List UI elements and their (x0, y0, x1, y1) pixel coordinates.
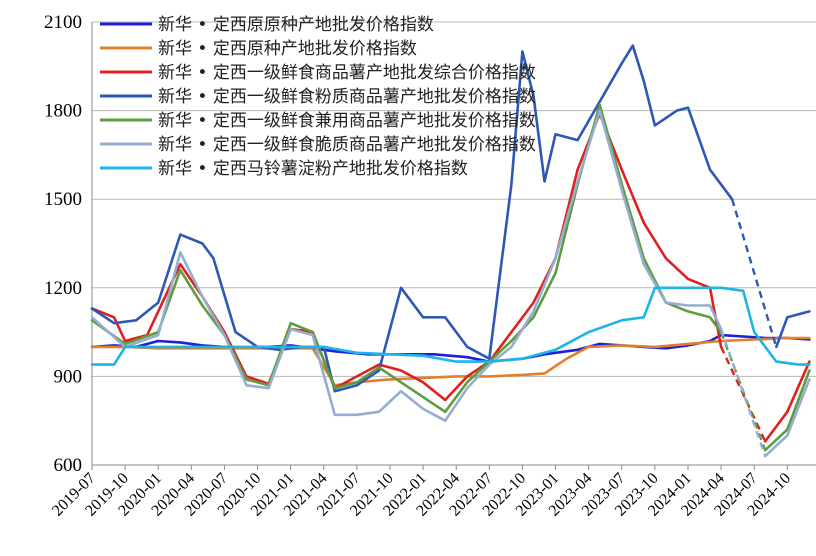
y-tick-label: 600 (54, 455, 83, 476)
legend-item-7: 新华 • 定西马铃薯淀粉产地批发价格指数 (100, 159, 468, 179)
legend-label: 新华 • 定西马铃薯淀粉产地批发价格指数 (158, 159, 468, 179)
legend-item-4: 新华 • 定西一级鲜食粉质商品薯产地批发价格指数 (100, 87, 536, 107)
series-6 (90, 109, 811, 458)
series-line (90, 44, 811, 393)
series-7 (90, 286, 811, 366)
series-line (90, 286, 811, 366)
series-4 (90, 44, 811, 393)
legend-item-1: 新华 • 定西原原种产地批发价格指数 (100, 15, 434, 35)
x-axis-ticks: 2019-072019-102020-012020-042020-072020-… (49, 465, 794, 520)
legend-label: 新华 • 定西一级鲜食兼用商品薯产地批发价格指数 (158, 111, 536, 131)
series-line (90, 336, 811, 387)
axes (91, 22, 816, 466)
series-gap-segment (730, 198, 778, 348)
legend-label: 新华 • 定西原原种产地批发价格指数 (158, 15, 434, 35)
legend-label: 新华 • 定西一级鲜食商品薯产地批发综合价格指数 (158, 63, 536, 83)
legend-label: 新华 • 定西原种产地批发价格指数 (158, 39, 417, 59)
legend-item-2: 新华 • 定西原种产地批发价格指数 (100, 39, 417, 59)
y-axis-ticks: 600 900 1200 1500 1800 2100 (44, 12, 82, 476)
y-tick-label: 1200 (44, 278, 82, 299)
y-tick-label: 900 (54, 366, 83, 387)
series-5 (90, 103, 811, 452)
series-lines (90, 44, 811, 458)
legend-label: 新华 • 定西一级鲜食脆质商品薯产地批发价格指数 (158, 135, 536, 155)
y-tick-label: 1800 (44, 101, 82, 122)
y-tick-label: 2100 (44, 12, 82, 33)
series-2 (90, 336, 811, 387)
legend-item-5: 新华 • 定西一级鲜食兼用商品薯产地批发价格指数 (100, 111, 536, 131)
legend-label: 新华 • 定西一级鲜食粉质商品薯产地批发价格指数 (158, 87, 536, 107)
y-tick-label: 1500 (44, 189, 82, 210)
legend-item-3: 新华 • 定西一级鲜食商品薯产地批发综合价格指数 (100, 63, 536, 83)
series-line (90, 112, 811, 443)
legend-item-6: 新华 • 定西一级鲜食脆质商品薯产地批发价格指数 (100, 135, 536, 155)
series-gap-segment (719, 328, 767, 457)
series-line (90, 109, 811, 458)
series-line (90, 103, 811, 452)
